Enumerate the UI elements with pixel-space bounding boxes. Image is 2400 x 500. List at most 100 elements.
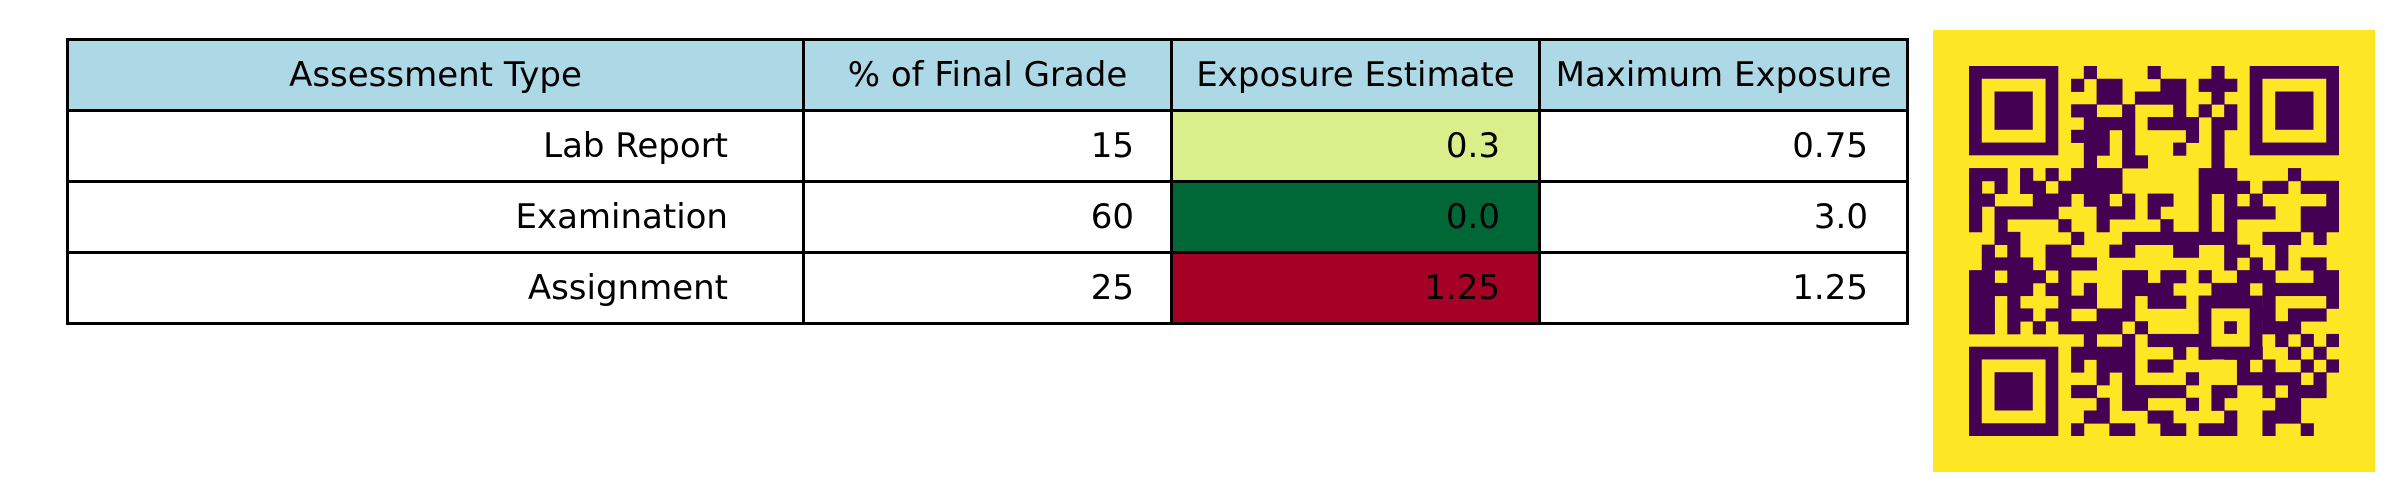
qr-module xyxy=(2300,423,2314,436)
exposure-table: Assessment Type % of Final Grade Exposur… xyxy=(66,38,1909,325)
qr-module xyxy=(2020,282,2034,297)
qr-module xyxy=(2185,117,2200,131)
cell-exposure-estimate: 0.0 xyxy=(1170,180,1541,254)
qr-module xyxy=(2249,270,2263,284)
qr-module xyxy=(2313,346,2327,360)
qr-module xyxy=(2096,142,2110,156)
qr-module xyxy=(2058,321,2072,335)
qr-module xyxy=(2160,410,2174,424)
qr-module xyxy=(2160,270,2174,284)
qr-module xyxy=(2134,397,2149,411)
qr-module xyxy=(1969,180,1983,194)
qr-module xyxy=(2058,295,2072,309)
qr-module xyxy=(2224,78,2238,92)
qr-module xyxy=(2198,270,2212,284)
qr-module xyxy=(2173,244,2187,258)
qr-code-pattern xyxy=(1969,66,2339,436)
qr-module xyxy=(2032,270,2046,284)
qr-module xyxy=(1969,270,1983,284)
qr-module xyxy=(2300,384,2314,399)
qr-module xyxy=(2236,180,2251,194)
qr-module xyxy=(2224,180,2238,194)
cell-percent: 60 xyxy=(802,180,1173,254)
qr-module xyxy=(2032,321,2046,335)
qr-module xyxy=(2224,321,2237,334)
qr-module xyxy=(1969,295,1983,309)
qr-module xyxy=(2313,206,2327,220)
qr-module xyxy=(2045,282,2059,297)
qr-module xyxy=(2224,117,2238,131)
qr-module xyxy=(2211,231,2225,246)
qr-module xyxy=(2236,372,2251,386)
qr-module xyxy=(2071,231,2085,246)
qr-module xyxy=(2173,295,2187,309)
qr-module xyxy=(2211,397,2225,411)
qr-module xyxy=(2173,270,2187,284)
qr-module xyxy=(1981,257,1995,271)
qr-module xyxy=(2198,168,2212,182)
qr-module xyxy=(2224,244,2238,258)
qr-module xyxy=(2083,321,2097,335)
qr-module xyxy=(1981,321,1995,335)
qr-module xyxy=(2160,231,2174,246)
qr-module xyxy=(2173,346,2187,360)
cell-assessment: Examination xyxy=(66,180,805,254)
qr-module xyxy=(2160,193,2174,207)
qr-module xyxy=(2071,321,2085,335)
qr-module xyxy=(2211,117,2225,131)
qr-module xyxy=(2211,155,2225,169)
qr-module xyxy=(2313,180,2327,194)
qr-module xyxy=(2185,231,2200,246)
qr-module xyxy=(2211,282,2225,297)
qr-module xyxy=(2287,410,2302,424)
qr-module xyxy=(2122,231,2136,246)
qr-module xyxy=(1969,193,1983,207)
qr-module xyxy=(2122,372,2136,386)
qr-module xyxy=(2109,346,2123,360)
qr-module xyxy=(1969,321,1983,335)
qr-module xyxy=(2300,206,2314,220)
qr-module xyxy=(2224,282,2238,297)
qr-module xyxy=(2045,206,2059,220)
qr-module xyxy=(2224,219,2238,233)
qr-module xyxy=(2287,168,2302,182)
qr-module xyxy=(2058,193,2072,207)
qr-module xyxy=(2096,180,2110,194)
qr-module xyxy=(2275,372,2289,386)
qr-module xyxy=(2224,384,2238,399)
qr-module xyxy=(2020,308,2034,322)
qr-module xyxy=(2173,142,2187,156)
qr-module xyxy=(2326,295,2339,309)
qr-module xyxy=(2236,244,2251,258)
qr-module xyxy=(2224,206,2238,220)
qr-module xyxy=(2071,180,2085,194)
qr-module xyxy=(2326,219,2339,233)
qr-module xyxy=(2262,372,2276,386)
qr-module xyxy=(2122,244,2136,258)
qr-module xyxy=(1994,282,2008,297)
qr-module xyxy=(2326,193,2339,207)
qr-module xyxy=(2224,104,2238,118)
qr-module xyxy=(2198,231,2212,246)
qr-module xyxy=(2109,244,2123,258)
qr-module xyxy=(2224,410,2238,424)
qr-module xyxy=(2275,397,2289,411)
qr-module xyxy=(2300,219,2314,233)
qr-module xyxy=(2173,78,2187,92)
qr-module xyxy=(2045,193,2059,207)
qr-module xyxy=(2224,231,2238,246)
qr-module xyxy=(2109,168,2123,182)
qr-module xyxy=(2147,410,2161,424)
qr-module xyxy=(2071,346,2085,360)
qr-module xyxy=(2326,333,2339,348)
qr-module xyxy=(2249,257,2263,271)
qr-module xyxy=(2173,117,2187,131)
qr-module xyxy=(2275,180,2289,194)
qr-module xyxy=(2287,372,2302,386)
qr-module xyxy=(2326,282,2339,297)
qr-module xyxy=(2045,244,2059,258)
qr-module xyxy=(2211,423,2225,436)
qr-module xyxy=(2096,206,2110,220)
qr-module xyxy=(2147,333,2161,348)
